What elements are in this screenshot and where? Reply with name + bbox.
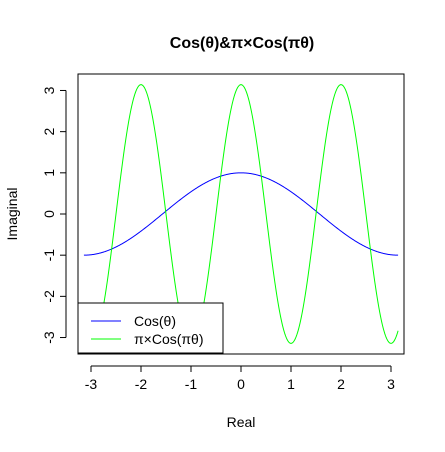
x-tick-label: 2 <box>337 376 345 392</box>
chart-title: Cos(θ)&π×Cos(πθ) <box>170 35 314 52</box>
x-tick-label: -3 <box>85 376 98 392</box>
x-tick-label: -1 <box>185 376 198 392</box>
y-tick-label: 0 <box>41 210 57 218</box>
legend-label-picos: π×Cos(πθ) <box>134 331 204 347</box>
y-tick-label: 3 <box>41 86 57 94</box>
x-tick-label: 1 <box>287 376 295 392</box>
x-tick-label: 3 <box>387 376 395 392</box>
y-tick-label: -2 <box>41 290 57 303</box>
legend-label-cos: Cos(θ) <box>134 313 176 329</box>
y-tick-label: -3 <box>41 331 57 344</box>
y-tick-label: 1 <box>41 169 57 177</box>
y-tick-label: 2 <box>41 128 57 136</box>
y-axis: -3 -2 -1 0 1 2 3 <box>41 86 67 344</box>
x-axis-label: Real <box>227 414 256 430</box>
x-tick-label: 0 <box>237 376 245 392</box>
series-lines <box>83 84 399 344</box>
plot-area-border <box>77 73 405 355</box>
series-line-pi-cos <box>83 84 399 344</box>
y-tick-label: -1 <box>41 249 57 262</box>
x-axis: -3 -2 -1 0 1 2 3 <box>85 365 395 392</box>
legend: Cos(θ) π×Cos(πθ) <box>77 302 224 354</box>
y-axis-label: Imaginal <box>4 188 20 241</box>
series-line-cos <box>83 172 399 256</box>
x-tick-label: -2 <box>135 376 148 392</box>
legend-box <box>77 302 224 354</box>
